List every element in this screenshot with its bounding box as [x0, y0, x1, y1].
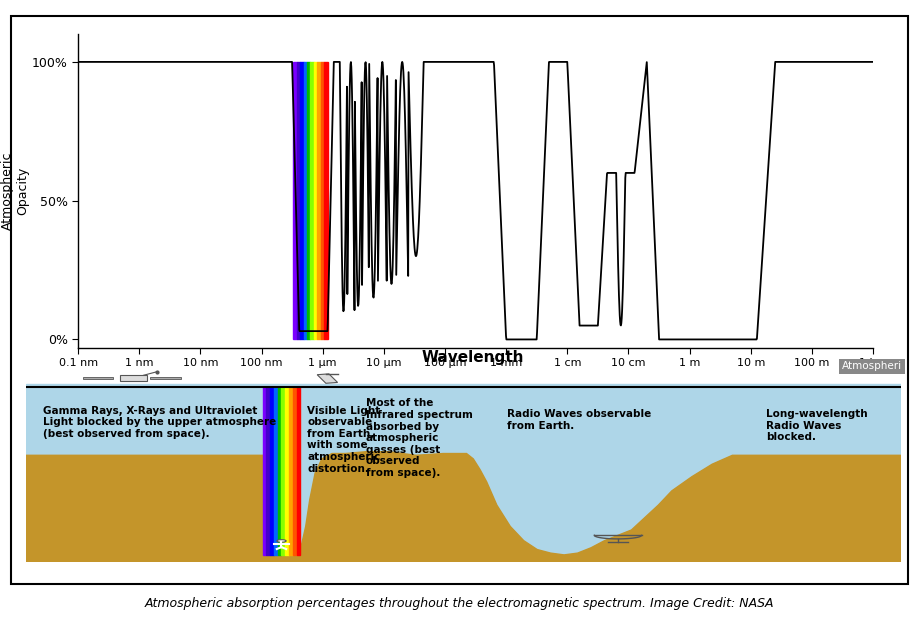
Bar	[321, 62, 324, 340]
Bar	[83, 377, 113, 379]
Bar	[267, 387, 270, 555]
Text: Gamma Rays, X-Rays and Ultraviolet
Light blocked by the upper atmosphere
(best o: Gamma Rays, X-Rays and Ultraviolet Light…	[42, 406, 276, 438]
Bar	[297, 62, 301, 340]
Bar	[120, 375, 147, 381]
Bar	[317, 62, 321, 340]
Text: Long-wavelength
Radio Waves
blocked.: Long-wavelength Radio Waves blocked.	[766, 409, 868, 442]
Text: Atmospheric absorption percentages throughout the electromagnetic spectrum. Imag: Atmospheric absorption percentages throu…	[145, 597, 774, 610]
Bar	[324, 62, 327, 340]
Bar	[150, 377, 180, 379]
Bar	[314, 62, 317, 340]
Bar	[289, 387, 293, 555]
Bar	[297, 387, 301, 555]
Bar	[311, 62, 314, 340]
Text: Wavelength: Wavelength	[422, 350, 525, 365]
Bar	[278, 387, 281, 555]
Polygon shape	[26, 451, 901, 562]
Text: Atmospheri: Atmospheri	[842, 361, 902, 371]
Bar	[303, 62, 307, 340]
Bar	[301, 62, 303, 340]
Bar	[281, 387, 285, 555]
Bar	[285, 387, 289, 555]
Text: Visible Light
observable
from Earth,
with some
atmospheric
distortion.: Visible Light observable from Earth, wit…	[307, 406, 380, 474]
Text: Radio Waves observable
from Earth.: Radio Waves observable from Earth.	[507, 409, 652, 431]
Bar	[274, 387, 278, 555]
Y-axis label: Atmospheric
Opacity: Atmospheric Opacity	[1, 152, 29, 230]
Bar	[293, 62, 297, 340]
Circle shape	[277, 540, 286, 542]
Bar	[270, 387, 274, 555]
Bar	[307, 62, 311, 340]
Bar	[317, 374, 337, 383]
Text: Most of the
Infrared spectrum
absorbed by
atmospheric
gasses (best
observed
from: Most of the Infrared spectrum absorbed b…	[366, 399, 472, 478]
Bar	[293, 387, 297, 555]
Bar	[263, 387, 267, 555]
